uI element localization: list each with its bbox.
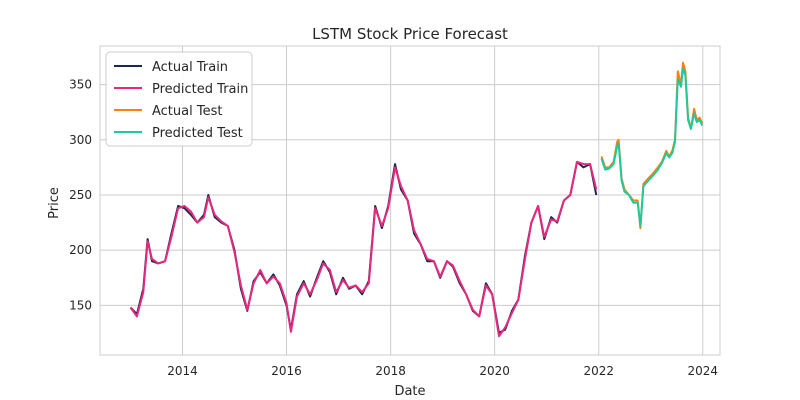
x-tick-label: 2014 [167,364,198,378]
y-tick-labels: 150 200 250 300 350 [69,78,92,313]
x-tick-label: 2022 [583,364,614,378]
x-tick-label: 2016 [271,364,302,378]
y-tick-label: 300 [69,133,92,147]
x-tick-label: 2024 [687,364,718,378]
x-tick-label: 2018 [375,364,406,378]
legend-label-actual-train: Actual Train [152,60,228,75]
y-tick-label: 250 [69,188,92,202]
x-tick-labels: 2014 2016 2018 2020 2022 2024 [167,364,718,378]
legend: Actual Train Predicted Train Actual Test Pr… [105,51,253,147]
legend-label-predicted-train: Predicted Train [152,82,248,97]
y-tick-label: 350 [69,78,92,92]
legend-label-predicted-test: Predicted Test [152,126,243,141]
series-line-predicted-train [129,160,598,338]
chart-title: LSTM Stock Price Forecast [312,25,508,43]
legend-box [105,51,253,147]
series-group [129,61,704,338]
y-tick-label: 200 [69,243,92,257]
y-axis-label: Price [47,187,62,219]
y-tick-label: 150 [69,298,92,312]
legend-label-actual-test: Actual Test [152,104,222,119]
x-tick-label: 2020 [479,364,510,378]
x-axis-label: Date [394,384,425,399]
series-line-predicted-test [600,67,704,227]
